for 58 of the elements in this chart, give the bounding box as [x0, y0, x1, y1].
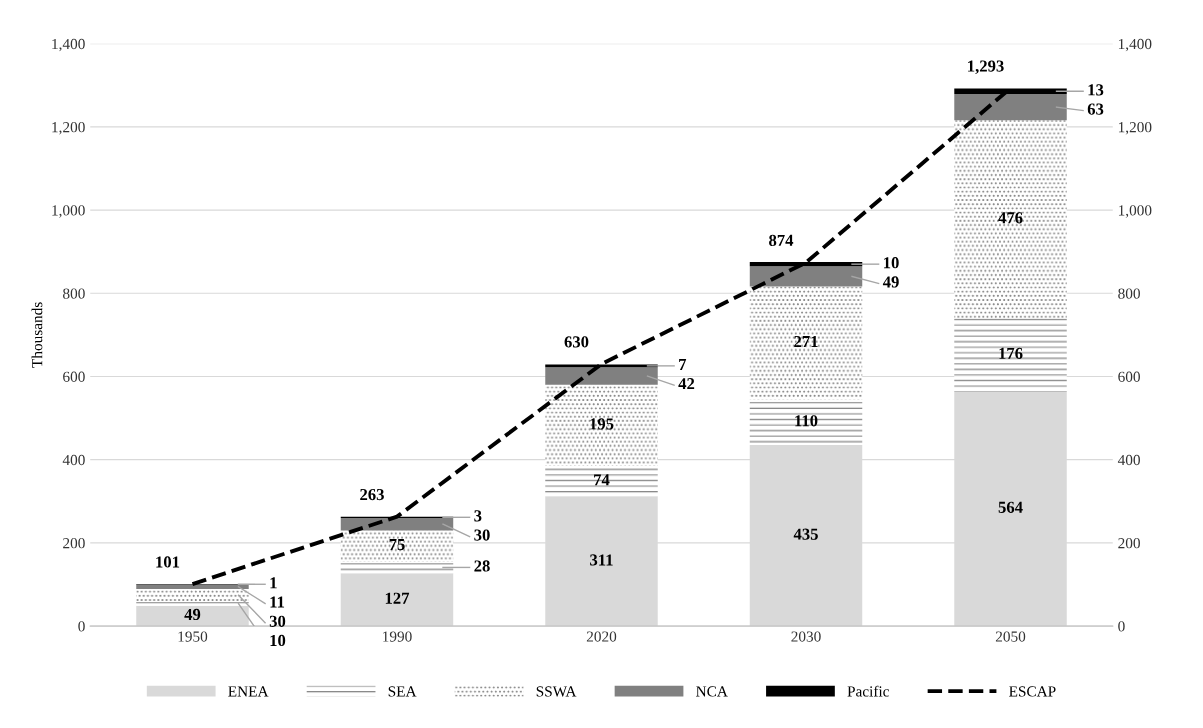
legend-label: ESCAP [1009, 686, 1056, 697]
data-label: 63 [1087, 103, 1104, 115]
legend-label: NCA [696, 686, 728, 697]
data-label: 74 [594, 474, 610, 486]
data-label: 271 [794, 335, 818, 347]
x-tick-label: 1950 [178, 631, 208, 642]
y-tick-label: 1,200 [52, 122, 85, 135]
data-label: 13 [1088, 84, 1104, 96]
y2-tick-label: 1,400 [1118, 38, 1152, 52]
data-label: 10 [884, 257, 899, 269]
y2-tick-label: 400 [1117, 454, 1140, 466]
y2-tick-label: 0 [1118, 621, 1125, 632]
data-label: 7 [679, 358, 687, 370]
legend-label: ENEA [228, 686, 269, 697]
y-tick-label: 200 [63, 538, 85, 549]
y2-tick-label: 600 [1118, 371, 1140, 382]
y-tick-label: 0 [78, 621, 85, 632]
y2-tick-label: 800 [1118, 288, 1140, 299]
data-label: 311 [590, 554, 613, 566]
data-label: 476 [998, 212, 1023, 224]
data-label: 10 [270, 634, 286, 647]
data-label: 49 [882, 276, 899, 288]
data-label: 101 [156, 556, 180, 568]
y-tick-label: 400 [62, 454, 85, 466]
x-tick-label: 2030 [791, 631, 821, 642]
data-label: 564 [998, 501, 1023, 513]
data-label: 30 [474, 529, 490, 541]
data-label: 263 [360, 488, 384, 501]
legend-label: SEA [388, 686, 417, 697]
y-tick-label: 600 [63, 371, 85, 382]
data-label: 30 [269, 615, 286, 627]
data-label: 1 [270, 577, 277, 589]
y-tick-label: 1,000 [52, 205, 85, 218]
data-label: 11 [270, 596, 285, 608]
y-axis-title: Thousands [31, 302, 43, 368]
x-tick-label: 2020 [586, 631, 617, 642]
legend-label: SSWA [536, 686, 577, 697]
data-label: 195 [590, 418, 614, 430]
data-label: 49 [184, 608, 201, 621]
data-label: 435 [793, 528, 818, 540]
x-tick-label: 2050 [995, 631, 1026, 642]
data-label: 110 [795, 415, 818, 427]
y2-tick-label: 200 [1118, 538, 1140, 549]
data-label: 75 [389, 539, 405, 551]
data-label: 630 [564, 336, 589, 348]
data-label: 3 [474, 510, 482, 522]
data-label: 127 [385, 592, 410, 604]
data-label: 176 [999, 347, 1023, 360]
data-label: 28 [474, 560, 490, 572]
y-tick-label: 1,400 [52, 38, 85, 52]
y2-tick-label: 1,000 [1118, 205, 1152, 218]
data-label: 874 [769, 234, 794, 246]
y2-tick-label: 1,200 [1118, 122, 1152, 135]
y-tick-label: 800 [63, 288, 85, 299]
x-tick-label: 1990 [383, 631, 412, 642]
data-label: 1,293 [968, 60, 1004, 75]
legend-label: Pacific [847, 685, 889, 697]
data-label: 42 [678, 378, 695, 390]
